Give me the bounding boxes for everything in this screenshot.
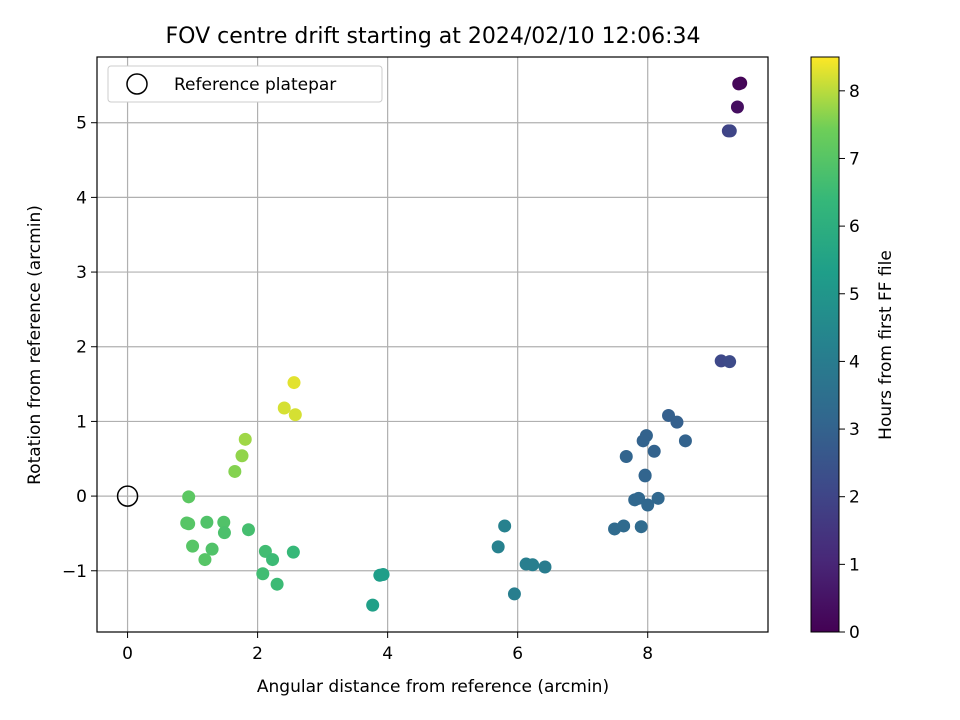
data-point	[634, 520, 648, 534]
data-point	[238, 432, 252, 446]
x-tick-label: 8	[642, 644, 653, 664]
legend-label-reference-platepar: Reference platepar	[174, 75, 336, 95]
data-point	[182, 490, 196, 504]
colorbar-tick-label: 2	[849, 488, 860, 508]
data-point	[491, 540, 505, 554]
data-point	[723, 124, 737, 138]
data-point	[286, 545, 300, 559]
data-point	[228, 464, 242, 478]
colorbar-tick-label: 3	[849, 420, 860, 440]
y-axis-label: Rotation from reference (arcmin)	[25, 205, 45, 485]
colorbar-tick-label: 4	[849, 352, 860, 372]
data-point	[730, 100, 744, 114]
data-point	[636, 434, 650, 448]
data-point	[288, 408, 302, 422]
legend-box	[107, 65, 383, 103]
data-point	[638, 469, 652, 483]
scatter-points	[180, 76, 748, 612]
data-point	[641, 498, 655, 512]
colorbar-label: Hours from first FF file	[876, 250, 896, 440]
y-tick-label: 1	[76, 412, 87, 432]
y-tick-label: 0	[76, 487, 87, 507]
data-point	[651, 491, 665, 505]
data-point	[670, 415, 684, 429]
plot-area-frame	[96, 56, 769, 633]
data-point	[617, 519, 631, 533]
data-point	[678, 434, 692, 448]
chart-title: FOV centre drift starting at 2024/02/10 …	[166, 24, 701, 49]
data-point	[376, 568, 390, 581]
y-tick-label: −1	[62, 562, 87, 582]
data-point	[217, 515, 231, 529]
data-point	[198, 553, 212, 567]
data-point	[619, 450, 633, 464]
data-point	[256, 567, 270, 581]
data-point	[647, 444, 661, 458]
data-point	[507, 587, 521, 601]
x-tick-label: 6	[512, 644, 523, 664]
colorbar-tick-label: 0	[849, 623, 860, 643]
data-point	[287, 376, 301, 390]
colorbar-ticks: 0 1 2 3 4 5 6 7 8	[839, 82, 860, 643]
data-point	[241, 523, 255, 537]
x-tick-label: 2	[252, 644, 263, 664]
grid-lines	[97, 57, 768, 632]
colorbar-tick-label: 8	[849, 82, 860, 102]
x-axis-ticks: 0 2 4 6 8	[122, 632, 653, 664]
x-tick-label: 4	[382, 644, 393, 664]
data-point	[217, 526, 231, 540]
data-point	[632, 491, 646, 505]
data-point	[498, 519, 512, 533]
colorbar: 0 1 2 3 4 5 6 7 8 Hours from first FF file	[810, 56, 896, 643]
colorbar-tick-label: 1	[849, 555, 860, 575]
data-point	[266, 553, 280, 567]
y-axis-ticks: −1 0 1 2 3 4 5	[62, 114, 97, 582]
data-point	[723, 355, 737, 369]
colorbar-gradient	[810, 56, 840, 633]
data-point	[182, 517, 196, 531]
data-point	[205, 542, 219, 556]
data-point	[538, 560, 552, 574]
data-point	[526, 558, 540, 572]
y-tick-label: 4	[76, 188, 87, 208]
y-tick-label: 3	[76, 263, 87, 283]
colorbar-tick-label: 6	[849, 217, 860, 237]
legend-open-circle-icon	[126, 73, 148, 95]
data-point	[235, 449, 249, 463]
legend: Reference platepar	[107, 65, 383, 103]
y-tick-label: 2	[76, 338, 87, 358]
data-point	[200, 515, 214, 529]
data-point	[186, 539, 200, 553]
colorbar-tick-label: 7	[849, 149, 860, 169]
x-tick-label: 0	[122, 644, 133, 664]
data-point	[270, 577, 284, 591]
data-point	[277, 401, 291, 415]
data-point	[732, 77, 746, 91]
colorbar-tick-label: 5	[849, 285, 860, 305]
y-tick-label: 5	[76, 114, 87, 134]
x-axis-label: Angular distance from reference (arcmin)	[257, 677, 609, 697]
reference-platepar-marker	[116, 485, 139, 507]
data-point	[366, 598, 380, 612]
